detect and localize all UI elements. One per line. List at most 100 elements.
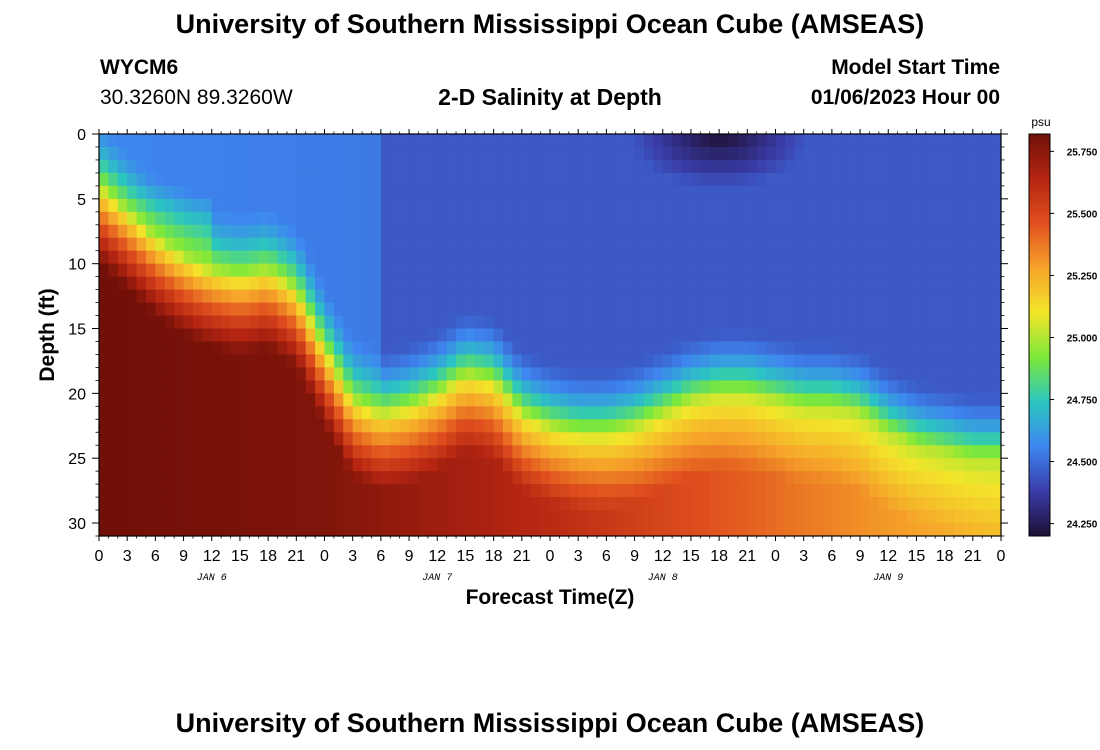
heatmap-cell bbox=[343, 341, 354, 356]
heatmap-cell bbox=[418, 224, 429, 239]
heatmap-cell bbox=[305, 341, 316, 356]
heatmap-cell bbox=[249, 315, 260, 330]
heatmap-cell bbox=[954, 419, 965, 433]
heatmap-cell bbox=[850, 354, 861, 369]
heatmap-cell bbox=[324, 471, 335, 485]
heatmap-cell bbox=[183, 484, 194, 498]
heatmap-cell bbox=[174, 250, 185, 265]
heatmap-cell bbox=[343, 445, 354, 459]
heatmap-cell bbox=[766, 237, 777, 252]
heatmap-cell bbox=[935, 302, 946, 317]
footer-title: University of Southern Mississippi Ocean… bbox=[175, 708, 925, 738]
heatmap-cell bbox=[925, 185, 936, 200]
heatmap-cell bbox=[484, 419, 495, 433]
heatmap-cell bbox=[869, 250, 880, 265]
heatmap-cell bbox=[596, 328, 607, 343]
heatmap-cell bbox=[183, 367, 194, 381]
heatmap-cell bbox=[784, 237, 795, 252]
heatmap-cell bbox=[916, 393, 927, 407]
heatmap-cell bbox=[277, 367, 288, 381]
heatmap-cell bbox=[465, 523, 476, 536]
heatmap-cell bbox=[343, 250, 354, 265]
heatmap-cell bbox=[324, 510, 335, 524]
heatmap-cell bbox=[972, 341, 983, 356]
heatmap-cell bbox=[249, 497, 260, 511]
heatmap-cell bbox=[230, 523, 241, 536]
heatmap-cell bbox=[822, 432, 833, 446]
heatmap-cell bbox=[756, 445, 767, 459]
heatmap-cell bbox=[117, 198, 128, 213]
heatmap-cell bbox=[315, 367, 326, 381]
heatmap-cell bbox=[944, 315, 955, 330]
heatmap-cell bbox=[221, 289, 232, 304]
heatmap-cell bbox=[643, 172, 654, 187]
heatmap-cell bbox=[897, 380, 908, 394]
heatmap-cell bbox=[860, 328, 871, 343]
heatmap-cell bbox=[991, 367, 1001, 381]
heatmap-cell bbox=[690, 315, 701, 330]
heatmap-cell bbox=[108, 419, 119, 433]
heatmap-cell bbox=[907, 328, 918, 343]
heatmap-cell bbox=[221, 471, 232, 485]
heatmap-cell bbox=[437, 497, 448, 511]
heatmap-cell bbox=[916, 315, 927, 330]
heatmap-cell bbox=[690, 172, 701, 187]
heatmap-cell bbox=[540, 172, 551, 187]
heatmap-cell bbox=[371, 393, 382, 407]
heatmap-cell bbox=[831, 341, 842, 356]
heatmap-cell bbox=[258, 445, 269, 459]
heatmap-cell bbox=[897, 354, 908, 369]
heatmap-cell bbox=[503, 250, 514, 265]
heatmap-cell bbox=[578, 497, 589, 511]
heatmap-cell bbox=[869, 172, 880, 187]
heatmap-cell bbox=[662, 497, 673, 511]
heatmap-cell bbox=[380, 341, 391, 356]
heatmap-cell bbox=[409, 289, 420, 304]
heatmap-cell bbox=[700, 445, 711, 459]
heatmap-cell bbox=[371, 432, 382, 446]
heatmap-cell bbox=[963, 419, 974, 433]
heatmap-cell bbox=[690, 510, 701, 524]
heatmap-cell bbox=[183, 198, 194, 213]
heatmap-cell bbox=[155, 302, 166, 317]
heatmap-cell bbox=[662, 458, 673, 472]
heatmap-cell bbox=[850, 159, 861, 174]
heatmap-cell bbox=[512, 367, 523, 381]
heatmap-cell bbox=[775, 393, 786, 407]
heatmap-cell bbox=[850, 497, 861, 511]
heatmap-cell bbox=[963, 523, 974, 536]
heatmap-cell bbox=[831, 159, 842, 174]
heatmap-cell bbox=[221, 432, 232, 446]
heatmap-cell bbox=[164, 134, 175, 148]
heatmap-cell bbox=[925, 380, 936, 394]
heatmap-cell bbox=[155, 315, 166, 330]
heatmap-cell bbox=[503, 159, 514, 174]
heatmap-cell bbox=[371, 445, 382, 459]
heatmap-cell bbox=[860, 250, 871, 265]
heatmap-cell bbox=[982, 237, 993, 252]
heatmap-cell bbox=[878, 302, 889, 317]
heatmap-cell bbox=[239, 497, 250, 511]
heatmap-cell bbox=[653, 419, 664, 433]
heatmap-cell bbox=[991, 224, 1001, 239]
heatmap-cell bbox=[954, 432, 965, 446]
heatmap-cell bbox=[456, 523, 467, 536]
heatmap-cell bbox=[897, 134, 908, 148]
heatmap-cell bbox=[512, 484, 523, 498]
heatmap-cell bbox=[512, 497, 523, 511]
heatmap-cell bbox=[888, 237, 899, 252]
heatmap-cell bbox=[277, 289, 288, 304]
heatmap-cell bbox=[258, 471, 269, 485]
heatmap-cell bbox=[155, 263, 166, 278]
heatmap-cell bbox=[183, 497, 194, 511]
heatmap-cell bbox=[737, 302, 748, 317]
heatmap-cell bbox=[878, 471, 889, 485]
heatmap-cell bbox=[268, 523, 279, 536]
heatmap-cell bbox=[521, 302, 532, 317]
heatmap-cell bbox=[127, 250, 138, 265]
heatmap-cell bbox=[127, 134, 138, 148]
heatmap-cell bbox=[963, 380, 974, 394]
heatmap-cell bbox=[371, 510, 382, 524]
heatmap-cell bbox=[672, 172, 683, 187]
heatmap-cell bbox=[418, 198, 429, 213]
